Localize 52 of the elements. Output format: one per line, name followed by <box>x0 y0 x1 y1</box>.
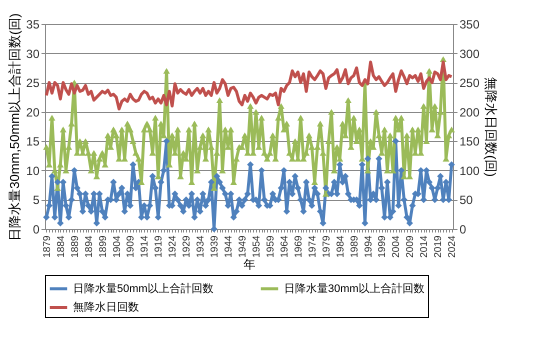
x-tick-label: 2014 <box>419 235 430 258</box>
x-tick-label: 1919 <box>154 235 165 258</box>
x-tick-label: 2004 <box>391 235 402 258</box>
x-tick-label: 1889 <box>70 235 81 258</box>
y-tick-label: 5 <box>32 193 40 208</box>
x-tick-label: 1879 <box>42 235 53 258</box>
y2-tick-label: 100 <box>460 164 480 178</box>
legend-label: 日降水量30mm以上合計回数 <box>284 282 425 295</box>
y2-tick-label: 0 <box>460 222 466 236</box>
x-tick-label: 2024 <box>447 235 458 258</box>
y2-tick-label: 300 <box>460 46 480 61</box>
x-tick-label: 1894 <box>84 235 95 258</box>
y2-tick-label: 200 <box>460 105 480 120</box>
y2-axis-title: 無降水日回数(回) <box>484 77 499 177</box>
x-tick-label: 1929 <box>182 235 193 258</box>
x-tick-label: 1884 <box>56 235 67 258</box>
x-tick-label: 1959 <box>265 235 276 258</box>
y2-tick-label: 350 <box>460 18 480 32</box>
x-tick-label: 1989 <box>349 235 360 258</box>
x-tick-label: 1904 <box>112 235 123 258</box>
y-tick-label: 10 <box>26 164 40 178</box>
x-tick-label: 1934 <box>196 235 207 258</box>
x-tick-label: 1899 <box>98 235 109 258</box>
x-tick-label: 1924 <box>168 235 179 258</box>
x-tick-label: 1964 <box>279 235 290 258</box>
y-tick-label: 35 <box>26 18 40 32</box>
y-tick-label: 15 <box>26 134 40 149</box>
x-tick-label: 1999 <box>377 235 388 258</box>
y-tick-label: 0 <box>32 222 40 236</box>
y-tick-label: 30 <box>26 46 40 61</box>
x-axis-title: 年 <box>244 258 256 272</box>
y2-tick-label: 150 <box>460 134 480 149</box>
x-tick-label: 1914 <box>140 235 151 258</box>
legend-label: 無降水日回数 <box>73 300 139 314</box>
y-axis-title: 日降水量30mm,50mm以上合計回数(回) <box>7 13 22 241</box>
x-tick-label: 2019 <box>433 235 444 258</box>
x-tick-label: 1909 <box>126 235 137 258</box>
y-tick-label: 25 <box>26 76 40 90</box>
x-tick-label: 1954 <box>251 235 262 258</box>
y-tick-label: 20 <box>26 105 40 120</box>
x-tick-label: 1979 <box>321 235 332 258</box>
y2-tick-label: 250 <box>460 76 480 90</box>
x-tick-label: 1994 <box>363 235 374 258</box>
x-tick-label: 1949 <box>238 235 249 258</box>
x-tick-label: 1969 <box>293 235 304 258</box>
x-tick-label: 1984 <box>335 235 346 258</box>
y2-tick-label: 50 <box>460 193 474 208</box>
x-tick-label: 1939 <box>210 235 221 258</box>
legend-label: 日降水量50mm以上合計回数 <box>73 282 214 295</box>
x-tick-label: 2009 <box>405 235 416 258</box>
x-tick-label: 1944 <box>224 235 235 258</box>
x-tick-label: 1974 <box>307 235 318 258</box>
